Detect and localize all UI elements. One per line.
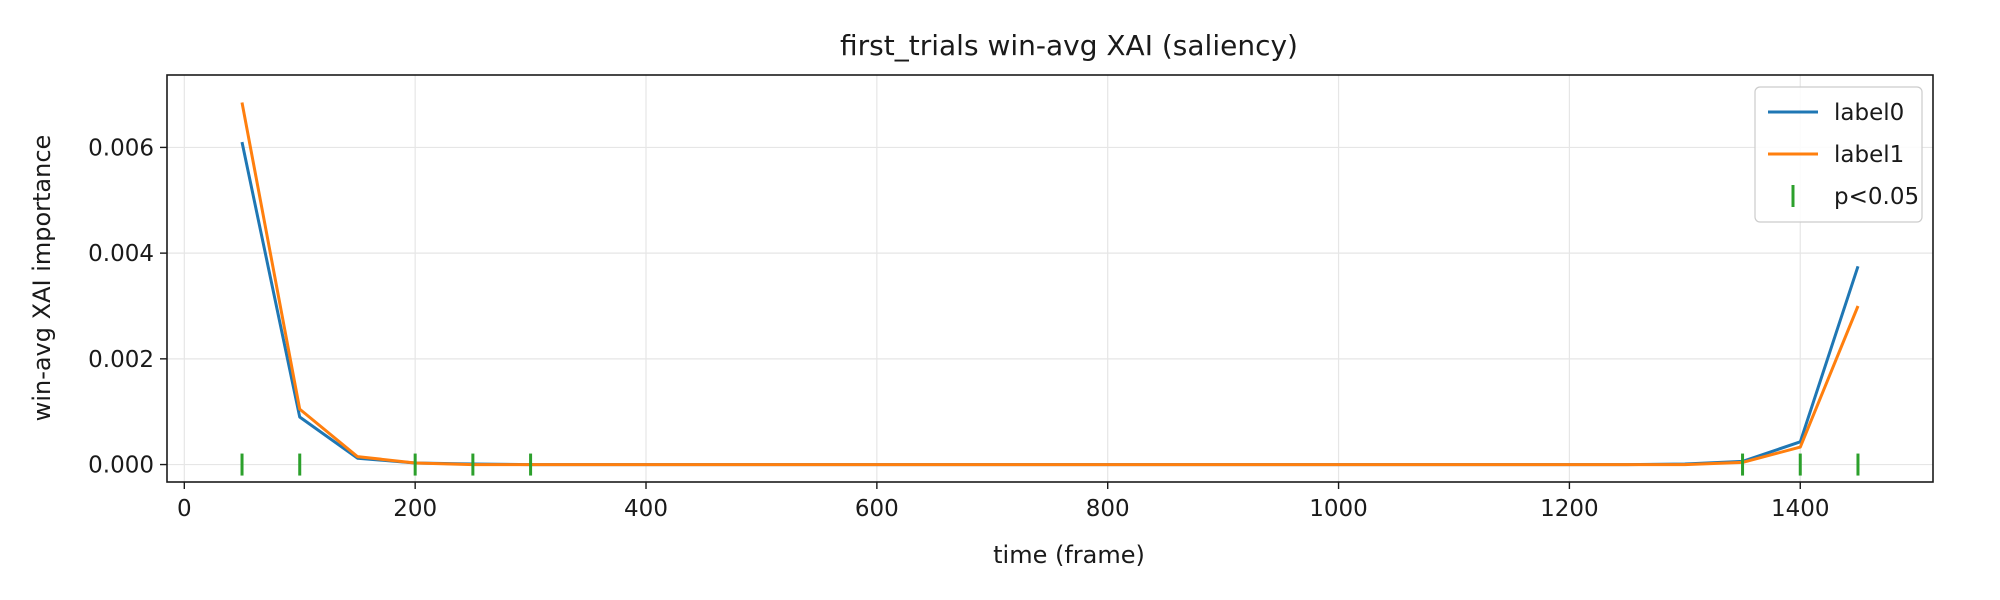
- legend-label: p<0.05: [1834, 184, 1919, 210]
- y-axis: 0.000 0.002 0.004 0.006: [88, 135, 167, 479]
- x-tick-label: 800: [1086, 496, 1130, 522]
- series-layer: [240, 102, 1860, 467]
- legend-label: label1: [1834, 142, 1904, 168]
- legend-box: [1754, 86, 1923, 223]
- x-tick-label: 0: [177, 496, 192, 522]
- y-tick-label: 0.006: [88, 135, 154, 161]
- x-tick-label: 200: [393, 496, 437, 522]
- grid: [167, 75, 1933, 482]
- y-tick-label: 0.004: [88, 241, 154, 267]
- x-tick-label: 1000: [1309, 496, 1368, 522]
- x-axis-label: time (frame): [993, 541, 1145, 569]
- y-axis-label: win-avg XAI importance: [28, 135, 56, 422]
- x-tick-label: 400: [624, 496, 668, 522]
- y-tick-label: 0.000: [88, 453, 154, 479]
- x-tick-label: 600: [855, 496, 899, 522]
- series-line-label1: [240, 102, 1860, 467]
- legend-label: label0: [1834, 100, 1904, 126]
- chart-title: first_trials win-avg XAI (saliency): [840, 29, 1298, 62]
- x-tick-label: 1400: [1771, 496, 1830, 522]
- series-line-label0: [240, 141, 1860, 467]
- legend: label0 label1 p<0.05: [1754, 86, 1923, 223]
- significance-markers: [240, 453, 1860, 476]
- plot-frame: [166, 74, 1934, 483]
- y-tick-label: 0.002: [88, 347, 154, 373]
- x-tick-label: 1200: [1540, 496, 1599, 522]
- x-axis: 0 200 400 600 800 1000 1200 1400: [177, 482, 1830, 522]
